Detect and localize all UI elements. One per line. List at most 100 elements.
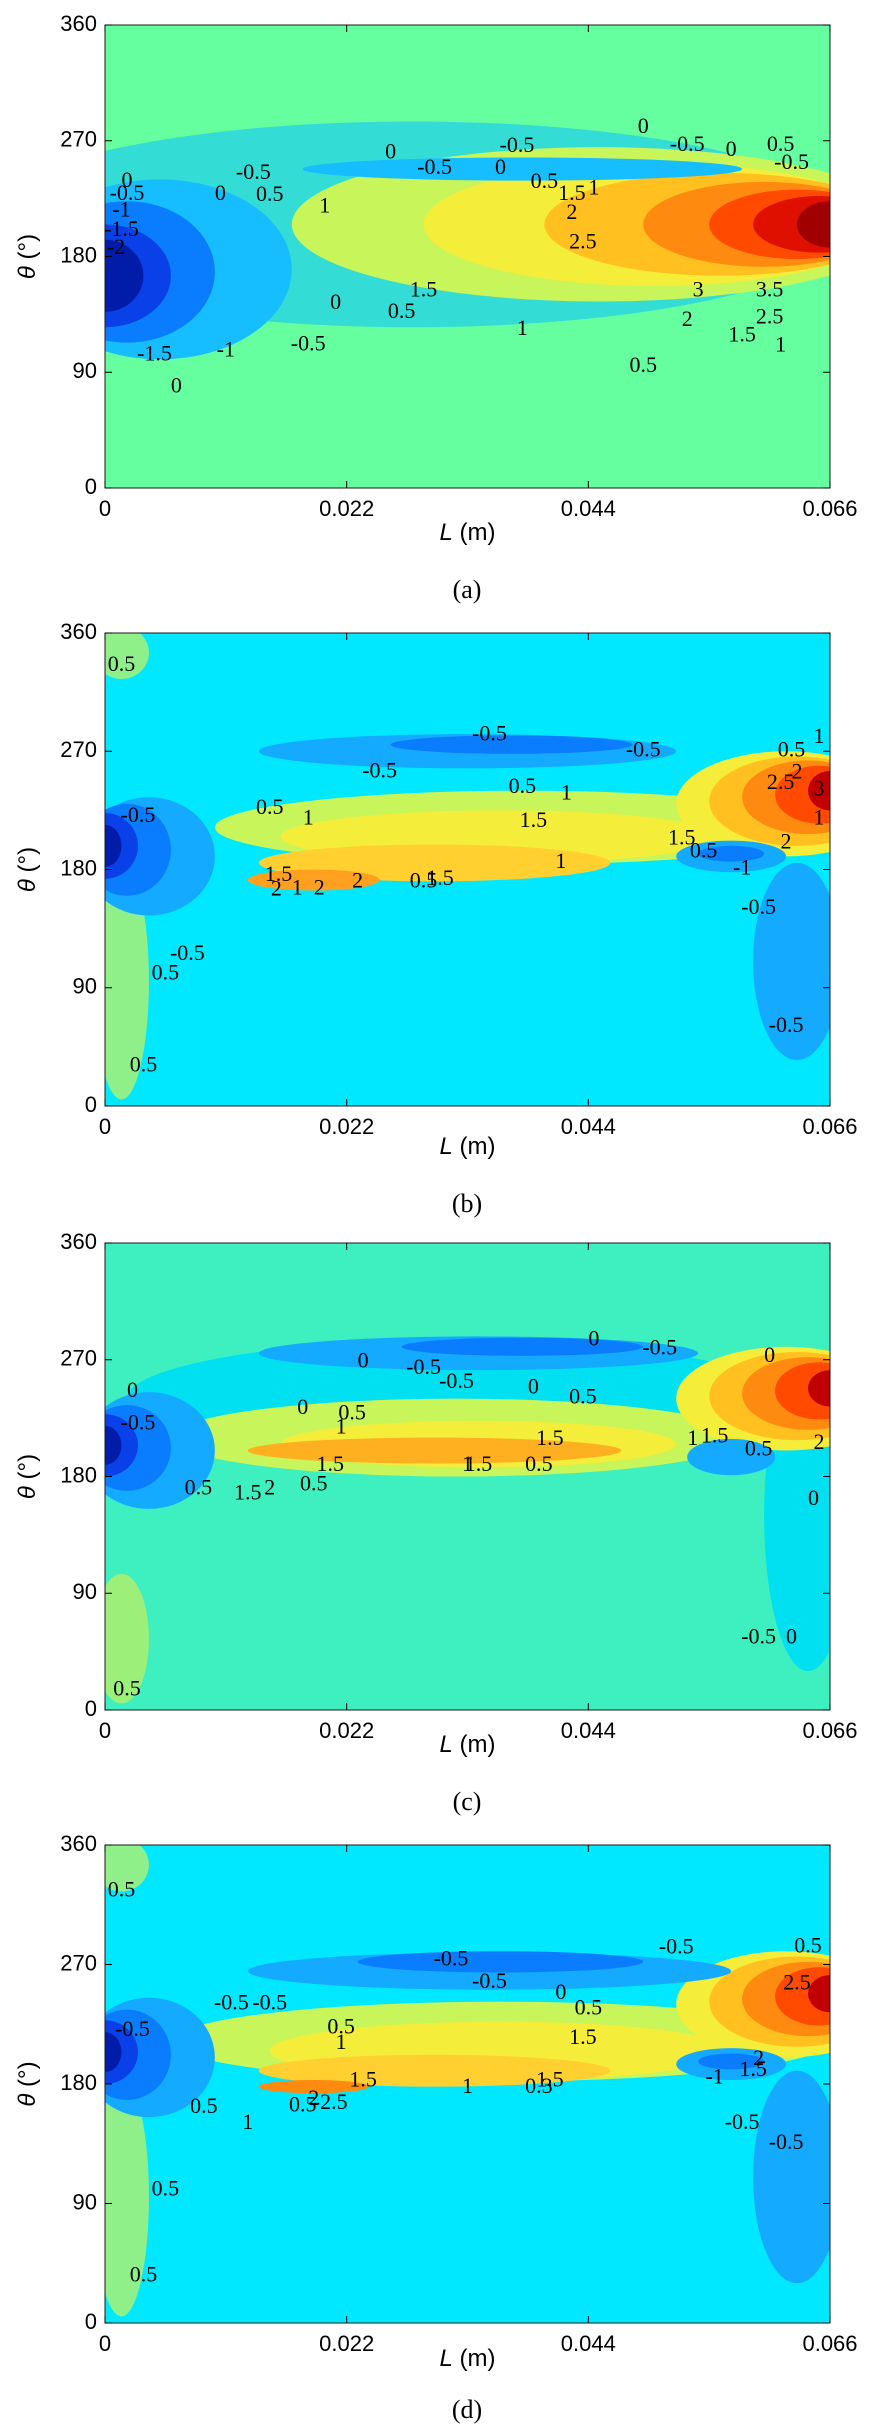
contour-label: 0.5	[130, 1052, 158, 1077]
contour-label: 1	[303, 805, 314, 830]
y-tick-label: 360	[60, 619, 97, 644]
contour-label: 0.5	[794, 1932, 822, 1957]
contour-label: 1.5	[536, 2066, 564, 2091]
contour-label: 0.5	[690, 837, 718, 862]
y-tick-label: 90	[73, 1579, 97, 1604]
contour-label: 0.5	[575, 1995, 603, 2020]
contour-label: 1	[336, 2029, 347, 2054]
contour-label: 2	[264, 1475, 275, 1500]
contour-label: 0.5	[152, 960, 180, 985]
y-axis-label: θ (°)	[14, 2061, 41, 2106]
contour-label: 2	[566, 199, 577, 224]
contour-label: 1	[555, 848, 566, 873]
contour-label: 2	[792, 759, 803, 784]
contour-label: 1	[588, 175, 599, 200]
contour-label: 1.5	[465, 1451, 493, 1476]
contour-label: 1.5	[739, 2056, 767, 2081]
contour-label: -0.5	[725, 2109, 760, 2134]
contour-label: 0.5	[130, 2262, 158, 2287]
x-tick-label: 0.022	[319, 1114, 374, 1139]
contour-label: -0.5	[406, 1354, 441, 1379]
contour-label: 0	[638, 113, 649, 138]
x-axis-label: L (m)	[439, 2345, 495, 2372]
contour-label: 0	[808, 1485, 819, 1510]
y-tick-label: 180	[60, 1462, 97, 1487]
x-tick-label: 0.022	[319, 2331, 374, 2356]
contour-label: -1	[112, 197, 130, 222]
contour-label: 1.5	[728, 321, 756, 346]
contour-label: 1	[292, 874, 303, 899]
contour-label: 0	[588, 1325, 599, 1350]
contour-label: 0.5	[630, 352, 658, 377]
contour-label: -0.5	[214, 1989, 249, 2014]
contour-region	[105, 824, 122, 867]
plot-area	[105, 1243, 830, 1710]
x-axis-label: L (m)	[439, 519, 495, 546]
contour-region	[105, 2032, 122, 2073]
y-axis-label: θ (°)	[14, 234, 41, 279]
chart-panel-a: 0 -0.50 0.5 10-0.5 0-0.50.5 1.5 122.50-0.5 0 0.5…	[14, 11, 858, 604]
contour-label: 1.5	[349, 2066, 377, 2091]
contour-label: -0.5	[500, 132, 535, 157]
contour-label: -0.5	[110, 180, 145, 205]
panel-caption: (a)	[453, 575, 482, 604]
x-tick-label: 0.044	[561, 1718, 616, 1743]
contour-label: 2.5	[767, 769, 795, 794]
contour-label: 2	[781, 828, 792, 853]
contour-region	[698, 2053, 765, 2070]
contour-label: 1.5	[410, 276, 438, 301]
contour-label: 2	[271, 876, 282, 901]
contour-label: -0.5	[252, 1989, 287, 2014]
contour-region	[753, 862, 830, 1060]
contour-label: 0.5	[300, 1471, 328, 1496]
contour-label: 0.5	[190, 2093, 218, 2118]
x-tick-label: 0	[99, 1114, 111, 1139]
contour-label: 1.5	[234, 1480, 262, 1505]
contour-label: 2.5	[783, 1969, 811, 1994]
contour-fill-group	[105, 1845, 830, 2317]
contour-label: 0.5	[509, 773, 537, 798]
contour-label: 0	[726, 136, 737, 161]
chart-panel-c: 0.50-0.50.5 1.5 2 0.51.50 -0.5-0.50 0.510 0.51…	[14, 1229, 858, 1816]
contour-label: 1.5	[668, 824, 696, 849]
y-tick-label: 360	[60, 1831, 97, 1856]
contour-region	[808, 1975, 830, 2013]
contour-label: 1.5	[701, 1423, 729, 1448]
contour-region	[105, 2077, 149, 2317]
x-tick-label: 0.022	[319, 496, 374, 521]
contour-label: 2	[682, 306, 693, 331]
contour-label: -1	[217, 337, 235, 362]
x-tick-label: 0	[99, 1718, 111, 1743]
contour-label: 0.5	[327, 2013, 355, 2038]
x-tick-label: 0	[99, 2331, 111, 2356]
contour-label: 0	[528, 1373, 539, 1398]
contour-label: -0.5	[291, 330, 326, 355]
contour-label: 1	[814, 805, 825, 830]
contour-label: 1	[775, 332, 786, 357]
contour-label: 1.5	[265, 861, 293, 886]
contour-label: -1	[733, 855, 751, 880]
contour-label: 1	[517, 315, 528, 340]
contour-label: 0.5	[185, 1475, 213, 1500]
contour-region	[390, 735, 633, 754]
y-axis-label: θ (°)	[14, 847, 41, 892]
contour-label: 1	[242, 2109, 253, 2134]
y-tick-label: 360	[60, 11, 97, 36]
contour-label: 0.5	[256, 794, 284, 819]
x-tick-label: 0.022	[319, 1718, 374, 1743]
y-tick-label: 0	[85, 1696, 97, 1721]
contour-label: 1.5	[569, 2024, 597, 2049]
contour-label: 1	[561, 780, 572, 805]
contour-label: 1.5	[426, 865, 454, 890]
contour-label: 2	[314, 874, 325, 899]
contour-label: 0	[215, 180, 226, 205]
x-axis-label: L (m)	[439, 1133, 495, 1160]
contour-region	[808, 1370, 830, 1407]
contour-label: 2.5	[569, 229, 597, 254]
y-tick-label: 90	[73, 2189, 97, 2214]
contour-region	[105, 239, 144, 312]
contour-label: 2	[814, 1429, 825, 1454]
x-tick-label: 0.066	[802, 496, 857, 521]
contour-label: 0.5	[569, 1384, 597, 1409]
